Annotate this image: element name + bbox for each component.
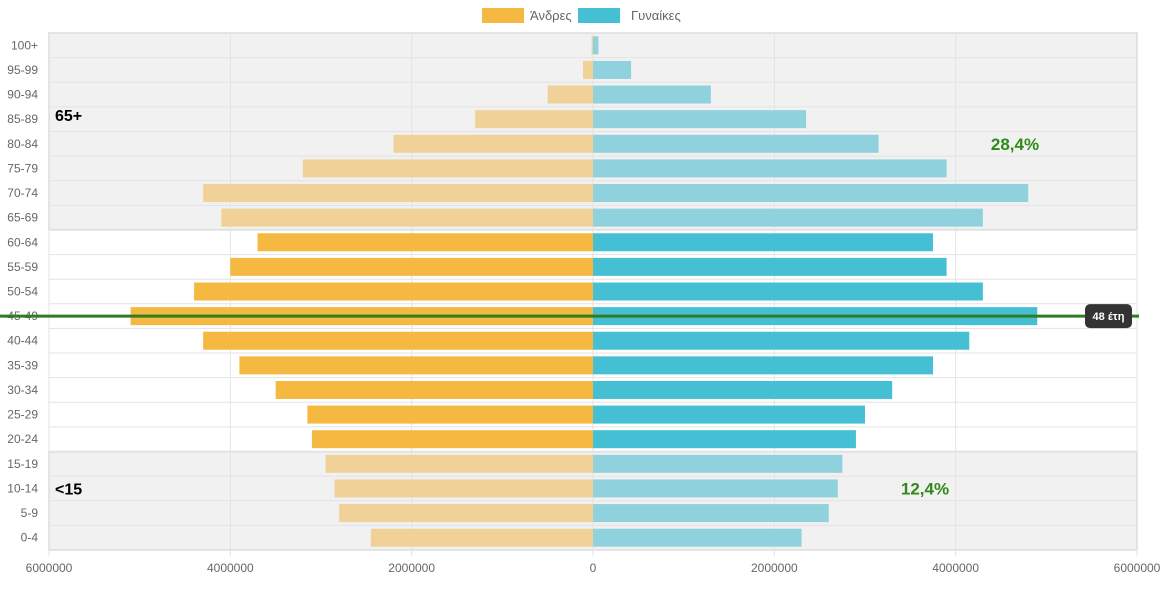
x-tick-label: 0 — [590, 561, 597, 575]
y-tick-label: 55-59 — [7, 260, 38, 274]
median-age-badge — [1085, 304, 1132, 329]
age-group-percent: 28,4% — [991, 135, 1039, 154]
y-tick-label: 25-29 — [7, 408, 38, 422]
y-tick-label: 0-4 — [21, 531, 39, 545]
bar-women-65-69 — [593, 208, 983, 227]
x-tick-label: 2000000 — [388, 561, 435, 575]
bar-men-15-19 — [325, 454, 593, 473]
y-tick-label: 70-74 — [7, 186, 38, 200]
bar-women-60-64 — [593, 233, 933, 252]
bar-women-80-84 — [593, 134, 879, 153]
bar-men-35-39 — [239, 356, 593, 375]
bar-men-60-64 — [257, 233, 593, 252]
bar-men-30-34 — [275, 380, 593, 399]
bar-women-5-9 — [593, 504, 829, 523]
legend-label-1[interactable]: Γυναίκες — [631, 8, 681, 23]
y-tick-label: 90-94 — [7, 88, 38, 102]
x-tick-label: 4000000 — [207, 561, 254, 575]
bar-women-30-34 — [593, 380, 893, 399]
bar-men-50-54 — [194, 282, 594, 301]
y-tick-label: 40-44 — [7, 334, 38, 348]
bar-women-50-54 — [593, 282, 983, 301]
bar-women-85-89 — [593, 110, 807, 129]
y-tick-label: 5-9 — [21, 506, 39, 520]
bar-men-25-29 — [307, 405, 593, 424]
x-tick-label: 4000000 — [932, 561, 979, 575]
age-group-label: 65+ — [55, 108, 82, 125]
legend-swatch-1[interactable] — [578, 8, 620, 23]
y-tick-label: 10-14 — [7, 481, 38, 495]
bar-women-55-59 — [593, 257, 947, 276]
bar-women-100+ — [593, 36, 599, 55]
bar-women-95-99 — [593, 60, 632, 79]
x-tick-label: 6000000 — [26, 561, 73, 575]
bar-women-15-19 — [593, 454, 843, 473]
bar-women-25-29 — [593, 405, 865, 424]
y-tick-label: 30-34 — [7, 383, 38, 397]
y-tick-label: 50-54 — [7, 285, 38, 299]
bar-women-35-39 — [593, 356, 933, 375]
bar-men-80-84 — [393, 134, 593, 153]
bar-men-65-69 — [221, 208, 593, 227]
y-tick-label: 100+ — [11, 38, 38, 52]
bar-men-20-24 — [311, 430, 593, 449]
y-tick-label: 60-64 — [7, 235, 38, 249]
bar-women-20-24 — [593, 430, 856, 449]
bar-women-70-74 — [593, 184, 1029, 203]
legend-swatch-0[interactable] — [482, 8, 524, 23]
y-tick-label: 15-19 — [7, 457, 38, 471]
bar-women-90-94 — [593, 85, 711, 104]
bar-men-0-4 — [370, 528, 593, 547]
bar-women-75-79 — [593, 159, 947, 178]
bar-women-40-44 — [593, 331, 970, 350]
bar-men-55-59 — [230, 257, 594, 276]
y-tick-label: 75-79 — [7, 161, 38, 175]
bar-men-40-44 — [203, 331, 593, 350]
bar-men-75-79 — [302, 159, 593, 178]
bar-men-95-99 — [583, 60, 593, 79]
age-group-percent: 12,4% — [901, 479, 949, 498]
y-tick-label: 80-84 — [7, 137, 38, 151]
age-group-label: <15 — [55, 481, 82, 498]
y-tick-label: 20-24 — [7, 432, 38, 446]
y-tick-label: 35-39 — [7, 358, 38, 372]
median-age-label: 48 έτη — [1093, 311, 1125, 323]
y-tick-label: 95-99 — [7, 63, 38, 77]
legend-label-0[interactable]: Άνδρες — [530, 8, 572, 23]
bar-women-10-14 — [593, 479, 838, 498]
bar-men-10-14 — [334, 479, 593, 498]
x-tick-label: 2000000 — [751, 561, 798, 575]
bar-women-0-4 — [593, 528, 802, 547]
y-tick-label: 85-89 — [7, 112, 38, 126]
bar-men-100+ — [591, 36, 593, 55]
bar-men-90-94 — [547, 85, 593, 104]
bar-men-5-9 — [339, 504, 593, 523]
bar-men-70-74 — [203, 184, 593, 203]
bar-men-85-89 — [475, 110, 593, 129]
y-tick-label: 65-69 — [7, 211, 38, 225]
x-tick-label: 6000000 — [1114, 561, 1161, 575]
